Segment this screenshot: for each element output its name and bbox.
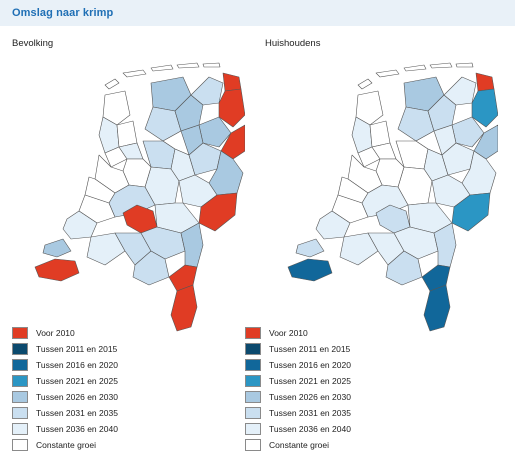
legend-swatch [245, 407, 261, 419]
region-rotterdam [78, 194, 116, 224]
legend-swatch [12, 375, 28, 387]
wadden-island [357, 78, 373, 90]
title-bar: Omslag naar krimp [0, 0, 515, 26]
wadden-island [375, 69, 400, 78]
wadden-island [403, 64, 427, 72]
legend-item: Tussen 2036 en 2040 [245, 421, 351, 437]
wadden-island [429, 62, 453, 69]
legend-label: Tussen 2026 en 2030 [36, 392, 118, 402]
wadden-island [455, 62, 474, 68]
legend-item: Tussen 2011 en 2015 [245, 341, 351, 357]
legend-label: Tussen 2011 en 2015 [269, 344, 351, 354]
region-zeeuws-vlaanderen [287, 258, 333, 282]
legend-label: Voor 2010 [36, 328, 75, 338]
region-rotterdam [331, 194, 369, 224]
region-noord-holland-east [369, 120, 391, 148]
page-title: Omslag naar krimp [12, 7, 114, 19]
legend-swatch [12, 327, 28, 339]
region-zeeuws-vlaanderen [34, 258, 80, 282]
region-drenthe-south [220, 124, 245, 160]
region-drenthe-south [473, 124, 498, 160]
legend-swatch [12, 423, 28, 435]
region-groningen-west [190, 76, 224, 106]
legend-item: Constante groei [245, 437, 351, 453]
legend-swatch [12, 343, 28, 355]
region-midden-limburg [421, 264, 451, 292]
legend-label: Constante groei [269, 440, 330, 450]
region-midden-limburg [168, 264, 198, 292]
legend-swatch [245, 375, 261, 387]
region-noord-holland-east [116, 120, 138, 148]
wadden-island [202, 62, 221, 68]
legend-label: Tussen 2016 en 2020 [269, 360, 351, 370]
legend-huishoudens: Voor 2010 Tussen 2011 en 2015 Tussen 201… [245, 325, 351, 453]
legend-swatch [245, 359, 261, 371]
legend-item: Tussen 2026 en 2030 [245, 389, 351, 405]
region-groningen-north [475, 72, 495, 92]
region-groningen-east [471, 88, 498, 128]
region-zuid-limburg [423, 284, 451, 332]
legend-item: Tussen 2026 en 2030 [12, 389, 118, 405]
legend-label: Tussen 2011 en 2015 [36, 344, 118, 354]
legend-item: Tussen 2011 en 2015 [12, 341, 118, 357]
legend-item: Tussen 2031 en 2035 [245, 405, 351, 421]
legend-label: Tussen 2016 en 2020 [36, 360, 118, 370]
wadden-island [150, 64, 174, 72]
legend-item: Voor 2010 [12, 325, 118, 341]
legend-swatch [245, 439, 261, 451]
legend-label: Tussen 2036 en 2040 [269, 424, 351, 434]
region-west-brabant [339, 232, 379, 266]
legend-item: Tussen 2021 en 2025 [245, 373, 351, 389]
region-friesland-east [174, 94, 204, 132]
region-friesland-east [427, 94, 457, 132]
legend-label: Tussen 2036 en 2040 [36, 424, 118, 434]
legend-label: Voor 2010 [269, 328, 308, 338]
region-groningen-west [443, 76, 477, 106]
region-noord-holland-north [102, 90, 131, 126]
legend-label: Tussen 2021 en 2025 [36, 376, 118, 386]
legend-item: Tussen 2036 en 2040 [12, 421, 118, 437]
legend-item: Tussen 2021 en 2025 [12, 373, 118, 389]
region-walcheren [42, 238, 72, 258]
wadden-island [104, 78, 120, 90]
panel-title-bevolking: Bevolking [12, 38, 54, 49]
wadden-island [176, 62, 200, 69]
map-huishoudens [287, 62, 498, 332]
legend-item: Tussen 2031 en 2035 [12, 405, 118, 421]
legend-item: Tussen 2016 en 2020 [245, 357, 351, 373]
region-zuid-limburg [170, 284, 198, 332]
legend-label: Constante groei [36, 440, 97, 450]
region-walcheren [295, 238, 325, 258]
wadden-island [122, 69, 147, 78]
legend-bevolking: Voor 2010 Tussen 2011 en 2015 Tussen 201… [12, 325, 118, 453]
legend-label: Tussen 2021 en 2025 [269, 376, 351, 386]
map-bevolking [34, 62, 245, 332]
legend-label: Tussen 2026 en 2030 [269, 392, 351, 402]
legend-swatch [12, 391, 28, 403]
legend-swatch [245, 327, 261, 339]
legend-swatch [245, 343, 261, 355]
legend-swatch [12, 407, 28, 419]
legend-swatch [12, 439, 28, 451]
legend-swatch [12, 359, 28, 371]
region-west-brabant [86, 232, 126, 266]
legend-label: Tussen 2031 en 2035 [36, 408, 118, 418]
legend-swatch [245, 391, 261, 403]
legend-item: Tussen 2016 en 2020 [12, 357, 118, 373]
panel-title-huishoudens: Huishoudens [265, 38, 321, 49]
region-groningen-north [222, 72, 242, 92]
region-groningen-east [218, 88, 245, 128]
legend-item: Voor 2010 [245, 325, 351, 341]
legend-swatch [245, 423, 261, 435]
legend-item: Constante groei [12, 437, 118, 453]
region-noord-holland-north [355, 90, 384, 126]
legend-label: Tussen 2031 en 2035 [269, 408, 351, 418]
